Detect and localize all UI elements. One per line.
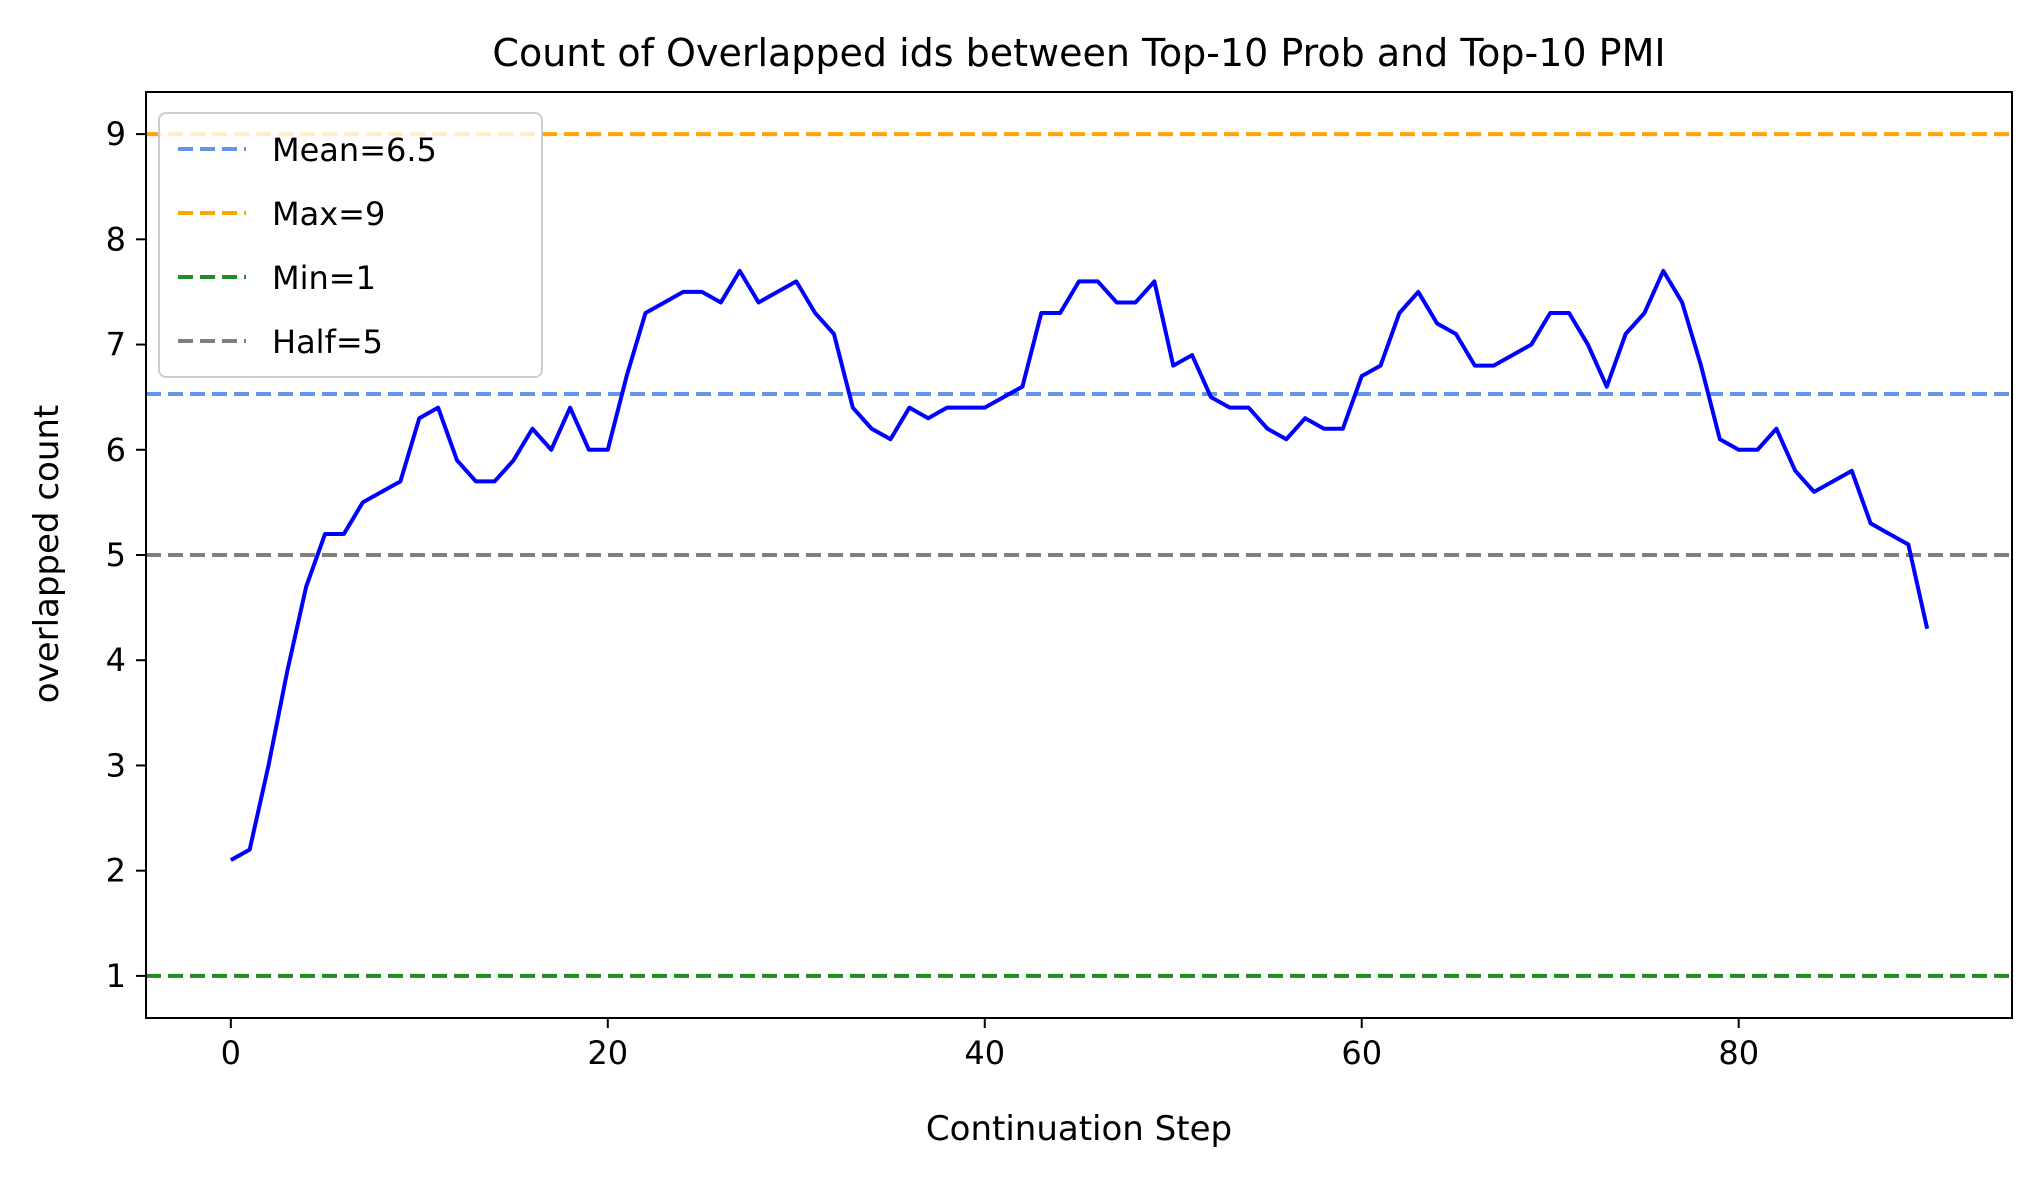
y-tick-label: 9 xyxy=(106,115,126,153)
x-tick-label: 0 xyxy=(221,1034,241,1072)
y-tick-label: 3 xyxy=(106,746,126,784)
y-tick-label: 2 xyxy=(106,852,126,890)
plot-area: 0 20 40 60 80 1 2 3 4 5 6 7 8 9 xyxy=(106,91,2013,1072)
x-tick-label: 60 xyxy=(1341,1034,1382,1072)
y-tick-label: 7 xyxy=(106,326,126,364)
x-tick-label: 80 xyxy=(1718,1034,1759,1072)
y-tick-label: 8 xyxy=(106,220,126,258)
legend-label: Min=1 xyxy=(272,259,376,297)
y-tick-label: 4 xyxy=(106,641,126,679)
legend-label: Mean=6.5 xyxy=(272,131,437,169)
x-tick-label: 40 xyxy=(964,1034,1005,1072)
y-tick-label: 5 xyxy=(106,536,126,574)
legend-box xyxy=(158,112,543,378)
y-tick-label: 1 xyxy=(106,957,126,995)
y-axis-label: overlapped count xyxy=(27,405,67,704)
x-axis-label: Continuation Step xyxy=(926,1109,1232,1149)
y-tick-label: 6 xyxy=(106,431,126,469)
x-tick-label: 20 xyxy=(587,1034,628,1072)
chart-title: Count of Overlapped ids between Top-10 P… xyxy=(492,31,1665,75)
data-line-1 xyxy=(229,268,1930,862)
legend: Mean=6.5 Max=9 Min=1 Half=5 xyxy=(158,112,543,378)
legend-label: Max=9 xyxy=(272,195,385,233)
legend-label: Half=5 xyxy=(272,323,383,361)
